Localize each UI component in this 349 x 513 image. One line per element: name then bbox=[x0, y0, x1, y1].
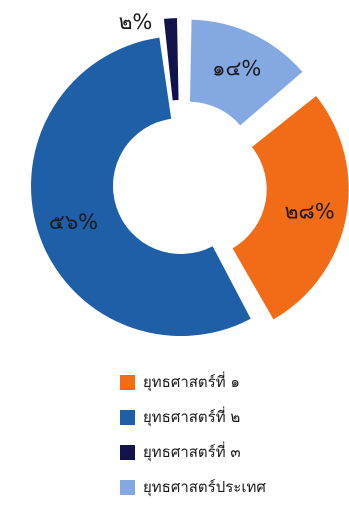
legend-item-strategy-1: ยุทธศาสตร์ที่ ๑ bbox=[120, 372, 266, 392]
donut-slice-3 bbox=[163, 18, 179, 101]
donut-chart: ๑๔% ๒๘% ๕๖% ๒% bbox=[30, 10, 349, 336]
legend-label-national-strategy: ยุทธศาสตร์ประเทศ bbox=[143, 478, 266, 496]
legend-swatch-national-strategy bbox=[120, 479, 135, 495]
legend-label-strategy-3: ยุทธศาสตร์ที่ ๓ bbox=[143, 443, 241, 461]
donut-slice-label-4: ๑๔% bbox=[212, 56, 261, 80]
legend-swatch-strategy-1 bbox=[120, 374, 135, 390]
donut-slice-label-1: ๒๘% bbox=[285, 200, 335, 224]
legend-swatch-strategy-2 bbox=[120, 409, 135, 425]
legend-item-national-strategy: ยุทธศาสตร์ประเทศ bbox=[120, 477, 266, 497]
donut-slice-4 bbox=[189, 19, 303, 126]
legend-label-strategy-1: ยุทธศาสตร์ที่ ๑ bbox=[143, 373, 240, 391]
donut-slice-2 bbox=[30, 37, 251, 336]
donut-slice-1 bbox=[232, 95, 349, 320]
legend-label-strategy-2: ยุทธศาสตร์ที่ ๒ bbox=[143, 408, 241, 426]
chart-legend: ยุทธศาสตร์ที่ ๑ ยุทธศาสตร์ที่ ๒ ยุทธศาสต… bbox=[120, 372, 266, 512]
donut-slice-label-2: ๕๖% bbox=[49, 210, 98, 234]
donut-slice-label-3: ๒% bbox=[119, 10, 153, 34]
legend-item-strategy-2: ยุทธศาสตร์ที่ ๒ bbox=[120, 407, 266, 427]
legend-item-strategy-3: ยุทธศาสตร์ที่ ๓ bbox=[120, 442, 266, 462]
legend-swatch-strategy-3 bbox=[120, 444, 135, 460]
